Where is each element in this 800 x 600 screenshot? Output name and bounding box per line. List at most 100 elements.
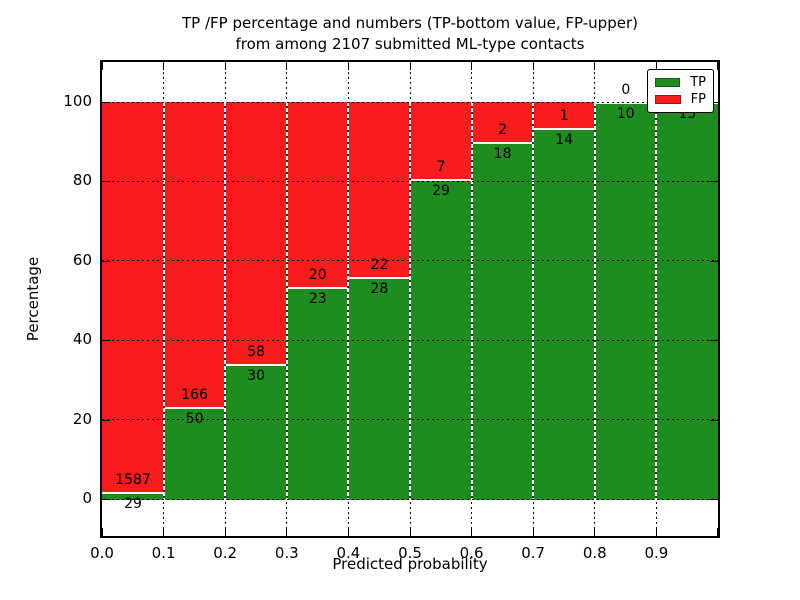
y-tick-left bbox=[102, 181, 110, 183]
x-tick-top bbox=[717, 62, 718, 70]
tp-legend-swatch bbox=[655, 78, 681, 87]
x-tick-label: 0.3 bbox=[274, 544, 299, 562]
y-tick-label: 20 bbox=[72, 409, 92, 428]
x-tick-bottom bbox=[471, 528, 473, 536]
tp-bar-segment bbox=[286, 286, 349, 500]
chart-title-line2: from among 2107 submitted ML-type contac… bbox=[235, 35, 585, 53]
y-tick-left bbox=[102, 340, 110, 342]
x-tick-label: 0.0 bbox=[90, 544, 114, 562]
x-axis-label: Predicted probability bbox=[332, 555, 488, 573]
y-gridline bbox=[102, 339, 718, 341]
bar-boundary-line bbox=[224, 102, 227, 500]
fp-bar-segment bbox=[410, 102, 472, 180]
bar-boundary-line bbox=[655, 102, 658, 500]
x-tick-bottom bbox=[594, 528, 596, 536]
x-tick-bottom bbox=[347, 528, 349, 536]
fp-count-label: 7 bbox=[436, 159, 446, 176]
fp-bar-segment bbox=[533, 102, 595, 129]
tp-count-label: 29 bbox=[432, 183, 450, 200]
legend-row-tp: TP bbox=[655, 76, 706, 89]
x-tick-bottom bbox=[717, 528, 718, 536]
x-tick-label: 0.7 bbox=[521, 544, 546, 562]
fp-bar-segment bbox=[163, 102, 226, 408]
y-tick-label: 0 bbox=[82, 489, 92, 507]
tp-bar-segment bbox=[533, 128, 595, 500]
bar-boundary-line bbox=[347, 102, 350, 500]
bar-boundary-line bbox=[532, 102, 535, 500]
x-tick-label: 0.4 bbox=[336, 544, 361, 562]
legend-row-fp: FP bbox=[655, 93, 706, 106]
fp-bar-segment bbox=[471, 102, 534, 142]
bar-boundary-line bbox=[162, 102, 165, 500]
x-tick-label: 0.5 bbox=[398, 544, 422, 562]
tp-count-label: 18 bbox=[493, 145, 512, 162]
x-tick-top bbox=[224, 62, 226, 70]
fp-bar-segment bbox=[286, 102, 349, 287]
fp-count-label: 20 bbox=[308, 266, 327, 283]
y-tick-right bbox=[710, 419, 718, 421]
fp-bar-segment bbox=[102, 102, 164, 492]
x-tick-top bbox=[163, 62, 165, 70]
fp-count-label: 1 bbox=[559, 108, 569, 125]
tp-bar-segment bbox=[594, 102, 657, 500]
x-tick-label: 0.6 bbox=[459, 544, 484, 562]
fp-bar-segment bbox=[225, 102, 287, 364]
x-tick-label: 0.8 bbox=[582, 544, 607, 562]
y-tick-left bbox=[102, 499, 110, 500]
legend: TP FP bbox=[647, 69, 714, 113]
x-tick-bottom bbox=[409, 528, 411, 536]
fp-count-label: 166 bbox=[181, 387, 208, 404]
x-tick-bottom bbox=[163, 528, 165, 536]
tp-legend-label: TP bbox=[690, 75, 706, 90]
x-tick-label: 0.9 bbox=[644, 544, 669, 562]
tp-count-label: 30 bbox=[247, 367, 266, 384]
x-tick-bottom bbox=[224, 528, 226, 536]
tp-bar-segment bbox=[348, 276, 410, 500]
x-tick-top bbox=[532, 62, 534, 70]
tp-bar-segment bbox=[225, 363, 287, 500]
y-axis-label: Percentage bbox=[24, 256, 42, 342]
tp-bar-segment bbox=[410, 179, 472, 500]
x-tick-top bbox=[286, 62, 288, 70]
fp-count-label: 22 bbox=[370, 256, 389, 273]
tp-count-label: 28 bbox=[370, 280, 389, 297]
x-tick-bottom bbox=[102, 528, 103, 536]
y-tick-left bbox=[102, 419, 110, 421]
bar-boundary-line bbox=[409, 102, 411, 500]
tp-bar-segment bbox=[471, 141, 534, 500]
x-tick-bottom bbox=[655, 528, 657, 536]
x-tick-top bbox=[409, 62, 411, 70]
fp-bar-segment bbox=[348, 102, 410, 277]
y-tick-label: 40 bbox=[72, 330, 92, 349]
plot-inner: TP FP 1587 29 166 50 58 30 20 23 22 28 7 29 2 18 1 14 0 1… bbox=[63, 62, 718, 562]
y-tick-left bbox=[102, 102, 110, 103]
bar-boundary-line bbox=[470, 102, 473, 500]
y-gridline bbox=[102, 180, 718, 182]
y-tick-right bbox=[710, 260, 718, 262]
y-tick-right bbox=[710, 499, 718, 500]
fp-legend-label: FP bbox=[690, 92, 706, 107]
chart-title-line1: TP /FP percentage and numbers (TP-bottom… bbox=[182, 14, 638, 32]
tp-count-label: 14 bbox=[555, 132, 574, 149]
tp-count-label: 50 bbox=[185, 411, 204, 428]
y-gridline bbox=[102, 101, 718, 103]
tp-count-label: 29 bbox=[124, 495, 142, 512]
x-tick-label: 0.1 bbox=[151, 544, 176, 562]
fp-count-label: 2 bbox=[498, 121, 508, 138]
x-tick-top bbox=[471, 62, 473, 70]
x-tick-top bbox=[347, 62, 349, 70]
y-tick-right bbox=[710, 340, 718, 342]
tp-bar-segment bbox=[656, 102, 718, 500]
x-tick-bottom bbox=[532, 528, 534, 536]
tp-bar-segment bbox=[102, 491, 164, 500]
fp-count-label: 58 bbox=[247, 343, 266, 360]
x-tick-label: 0.2 bbox=[213, 544, 238, 562]
tp-bar-segment bbox=[163, 407, 226, 500]
y-gridline bbox=[102, 498, 718, 500]
bar-boundary-line bbox=[593, 102, 596, 500]
y-gridline bbox=[102, 419, 718, 421]
y-tick-right bbox=[710, 181, 718, 183]
fp-count-label: 1587 bbox=[115, 471, 151, 488]
y-tick-label: 100 bbox=[63, 92, 92, 110]
y-tick-right bbox=[710, 102, 718, 103]
